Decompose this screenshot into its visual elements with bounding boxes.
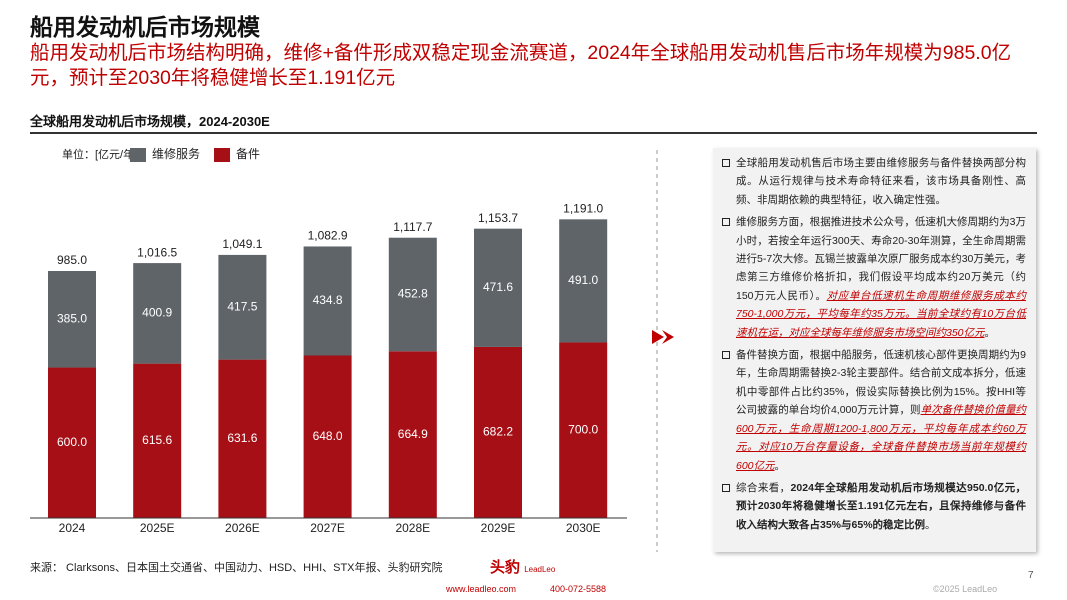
x-tick-label: 2027E: [310, 521, 345, 535]
bullet-text: 。: [774, 459, 786, 472]
value-label: 471.6: [483, 280, 513, 294]
legend-label: 备件: [236, 147, 260, 161]
legend-label: 维修服务: [152, 146, 200, 161]
bullet-text: 全球船用发动机售后市场主要由维修服务与备件替换两部分构成。从运行规律与技术寿命特…: [736, 157, 1026, 206]
source: 来源： Clarksons、日本国土交通省、中国动力、HSD、HHI、STX年报…: [30, 562, 443, 574]
value-label: 648.0: [313, 429, 343, 443]
bar-segment: [303, 355, 352, 518]
bullet: 备件替换方面，根据中船服务，低速机核心部件更换周期约为9年，生命周期需替换2-3…: [721, 346, 1026, 475]
bar-segment: [474, 228, 522, 347]
total-label: 985.0: [57, 253, 87, 267]
bullet: 维修服务方面，根据推进技术公众号，低速机大修周期约为3万小时，若按全年运行300…: [721, 213, 1026, 342]
total-label: 1,191.0: [563, 202, 603, 216]
value-label: 600.0: [57, 435, 87, 449]
bullet-text: 备件替换方面，根据中船服务，低速机核心部件更换周期约为9年，生命周期需替换2-3…: [736, 349, 1026, 417]
logo-text: 头豹: [490, 559, 521, 576]
x-tick-label: 2026E: [225, 521, 260, 535]
x-tick-label: 2028E: [395, 521, 430, 535]
page-number: 7: [1028, 570, 1034, 581]
bullet-text: 。: [984, 326, 996, 339]
value-label: 452.8: [398, 287, 428, 301]
total-label: 1,117.7: [393, 220, 432, 234]
bar-segment: [218, 359, 267, 518]
value-label: 400.9: [142, 306, 172, 320]
slide-title: 船用发动机后市场规模: [30, 14, 260, 40]
value-label: 434.8: [313, 293, 343, 307]
bullet-text: 维修服务方面，根据推进技术公众号，低速机大修周期约为3万小时，若按全年运行300…: [736, 216, 1026, 302]
bar-segment: [388, 237, 437, 352]
bar-segment: [559, 219, 608, 343]
bullet-text: 单次备件替换价值量约600万元，生命周期1200-1,800万元，平均每年成本约…: [736, 404, 1027, 472]
bullet-marker: [722, 218, 730, 227]
bullet-text: 综合来看，: [736, 481, 791, 494]
legend-swatch: [214, 148, 231, 162]
bar-segment: [48, 367, 96, 518]
bar-segment: [133, 263, 182, 364]
bar-segment: [474, 346, 522, 518]
phone: 400-072-5588: [550, 584, 607, 594]
unit-label: 单位：[亿元/年]: [62, 147, 137, 161]
chart-title: 全球船用发动机后市场规模，2024-2030E: [30, 114, 270, 129]
value-label: 385.0: [57, 311, 87, 325]
bar-segment: [133, 363, 182, 518]
bullet-text: 。: [925, 518, 936, 531]
bar-segment: [559, 342, 608, 518]
legend-swatch: [130, 148, 146, 162]
bullet: 全球船用发动机售后市场主要由维修服务与备件替换两部分构成。从运行规律与技术寿命特…: [721, 154, 1026, 209]
bullet: 综合来看，2024年全球船用发动机后市场规模达950.0亿元，预计2030年将稳…: [721, 479, 1026, 534]
value-label: 664.9: [398, 427, 428, 441]
bullet-marker: [722, 351, 730, 360]
value-label: 417.5: [227, 299, 257, 313]
total-label: 1,153.7: [478, 211, 518, 225]
value-label: 700.0: [568, 422, 598, 436]
logo: 头豹 LeadLeo: [490, 556, 555, 577]
x-tick-label: 2025E: [140, 521, 175, 535]
value-label: 631.6: [227, 431, 257, 445]
title-rule: [30, 132, 1037, 134]
x-tick-label: 2024: [59, 521, 86, 535]
sidebar: 全球船用发动机售后市场主要由维修服务与备件替换两部分构成。从运行规律与技术寿命特…: [713, 148, 1036, 552]
logo-sub: LeadLeo: [524, 565, 556, 574]
bar-segment: [218, 254, 267, 360]
bar-segment: [388, 351, 437, 518]
bullet-text: 对应单台低速机生命周期维修服务成本约750-1,000万元，平均每年约35万元。…: [736, 289, 1026, 339]
chart: 单位：[亿元/年] 600.0 385.0 985.0 2024 615.6 400.9 1…: [30, 146, 674, 552]
bar-segment: [303, 246, 352, 356]
x-tick-label: 2030E: [566, 521, 601, 535]
slide-subtitle: 船用发动机后市场结构明确，维修+备件形成双稳定现金流赛道，2024年全球船用发动…: [30, 42, 1012, 89]
bullet-text: 2024年全球船用发动机后市场规模达950.0亿元，预计2030年将稳健增长至1…: [736, 481, 1027, 531]
total-label: 1,082.9: [308, 229, 348, 243]
bullet-marker: [722, 483, 730, 492]
bullet-marker: [722, 159, 730, 167]
total-label: 1,049.1: [222, 237, 262, 251]
value-label: 615.6: [142, 433, 172, 447]
value-label: 491.0: [568, 273, 598, 287]
bar-segment: [48, 270, 96, 368]
website: www.leadleo.com: [446, 584, 517, 594]
arrow-icon: [652, 330, 674, 344]
total-label: 1,016.5: [137, 245, 177, 259]
value-label: 682.2: [483, 425, 513, 439]
x-tick-label: 2029E: [481, 521, 516, 535]
copyright: ©2025 LeadLeo: [933, 584, 998, 594]
